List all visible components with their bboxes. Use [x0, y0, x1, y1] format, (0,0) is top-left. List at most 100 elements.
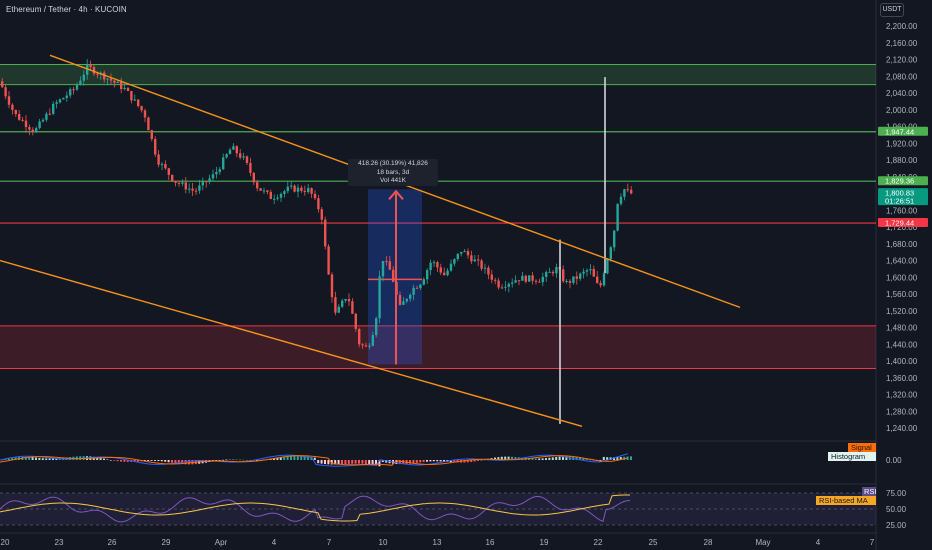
time-tick-label: 25 — [649, 538, 658, 547]
macd-histogram-bar — [429, 460, 432, 462]
macd-histogram-bar — [232, 459, 235, 460]
candle-body — [273, 198, 276, 200]
candle-body — [511, 282, 514, 284]
macd-histogram-bar — [1, 459, 3, 461]
candle-body — [579, 273, 582, 279]
macd-histogram-bar — [52, 458, 54, 460]
candle-body — [521, 275, 524, 281]
time-tick-label: 28 — [704, 538, 713, 547]
macd-histogram-bar — [545, 458, 547, 460]
macd-histogram-bar — [466, 460, 469, 463]
macd-histogram-bar — [500, 456, 503, 460]
macd-histogram-bar — [174, 460, 177, 464]
price-tick-label: 1,520.00 — [886, 307, 918, 316]
candle-body — [75, 84, 79, 90]
macd-histogram-bar — [276, 457, 279, 460]
macd-histogram-bar — [426, 460, 428, 462]
candle-body — [473, 259, 476, 262]
candle-body — [585, 270, 589, 272]
macd-histogram-bar — [123, 460, 126, 462]
time-tick-label: 29 — [162, 538, 171, 547]
price-tick-label: 1,320.00 — [886, 391, 918, 400]
candle-body — [589, 269, 592, 271]
candle-body — [327, 246, 330, 275]
macd-histogram-bar — [613, 457, 615, 460]
macd-zero-label: 0.00 — [886, 456, 902, 465]
candle-body — [290, 185, 293, 187]
candle-body — [259, 188, 262, 191]
candle-body — [623, 189, 626, 197]
macd-histogram-bar — [28, 457, 31, 460]
candle-body — [225, 154, 228, 158]
macd-histogram-bar — [528, 458, 530, 460]
candle-body — [279, 193, 283, 198]
rsi-ma-label: RSI-based MA — [819, 496, 868, 505]
macd-histogram-bar — [511, 456, 513, 460]
candle-body — [371, 335, 374, 346]
macd-histogram-bar — [334, 460, 337, 465]
candle-body — [18, 114, 21, 120]
candle-body — [592, 269, 595, 277]
measure-tooltip: 418.26 (30.19%) 41,826 18 bars, 3d Vol 4… — [348, 159, 438, 186]
macd-histogram-bar — [256, 460, 258, 461]
time-axis[interactable]: 20 23 26 29 Apr 4 7 10 13 16 19 22 25 28 May 4 7 — [1, 538, 875, 547]
macd-histogram-bar — [497, 457, 500, 460]
macd-histogram-bar — [160, 460, 163, 462]
macd-histogram-bar — [239, 459, 241, 461]
candle-body — [252, 172, 255, 183]
candle-body — [35, 128, 38, 133]
macd-histogram-bar — [164, 460, 167, 462]
macd-histogram-bar — [579, 457, 581, 460]
candle-body — [269, 191, 272, 200]
macd-histogram-bar — [432, 460, 435, 462]
macd-histogram-bar — [320, 460, 323, 464]
candle-body — [517, 280, 521, 282]
candle-body — [55, 102, 58, 104]
signal-label: Signal — [851, 443, 872, 452]
candle-body — [7, 96, 11, 105]
price-tick-label: 1,360.00 — [886, 374, 918, 383]
candle-body — [409, 294, 412, 299]
candle-body — [565, 280, 568, 282]
symbol-title[interactable]: Ethereum / Tether · 4h · KUCOIN — [6, 5, 127, 14]
candlestick-series — [1, 58, 633, 350]
candle-body — [449, 263, 453, 271]
macd-histogram-bar — [273, 458, 275, 460]
candle-body — [419, 284, 422, 288]
candle-body — [167, 168, 170, 175]
macd-histogram-bar — [11, 457, 14, 460]
candle-body — [320, 209, 323, 220]
macd-histogram-bar — [551, 457, 554, 460]
rsi-ma-label-bg — [816, 496, 876, 505]
macd-histogram-bar — [344, 460, 347, 465]
candle-body — [256, 182, 259, 189]
currency-button[interactable]: USDT — [880, 3, 904, 17]
candle-body — [232, 146, 235, 150]
macd-histogram-bar — [120, 460, 122, 462]
macd-histogram-bar — [7, 458, 10, 460]
candle-body — [514, 280, 517, 283]
macd-histogram-bar — [395, 460, 398, 464]
candle-body — [58, 99, 62, 103]
macd-histogram-bar — [463, 460, 466, 463]
candle-body — [123, 87, 126, 90]
candle-body — [378, 276, 381, 319]
candle-body — [470, 255, 473, 262]
macd-histogram-bar — [171, 460, 173, 463]
candle-body — [602, 273, 606, 286]
macd-histogram-bar — [31, 457, 34, 460]
candle-body — [276, 197, 279, 199]
macd-histogram-bar — [337, 460, 340, 465]
long-wicks — [559, 77, 606, 424]
macd-histogram-bar — [310, 457, 313, 460]
candle-body — [317, 198, 320, 210]
macd-histogram-bar — [409, 460, 411, 464]
macd-histogram-bar — [439, 460, 442, 462]
candle-body — [443, 272, 446, 276]
price-tick-label: 1,440.00 — [886, 340, 918, 349]
candle-body — [388, 261, 391, 270]
candle-body — [572, 276, 575, 283]
macd-histogram-bar — [324, 460, 326, 465]
candle-body — [609, 247, 612, 259]
